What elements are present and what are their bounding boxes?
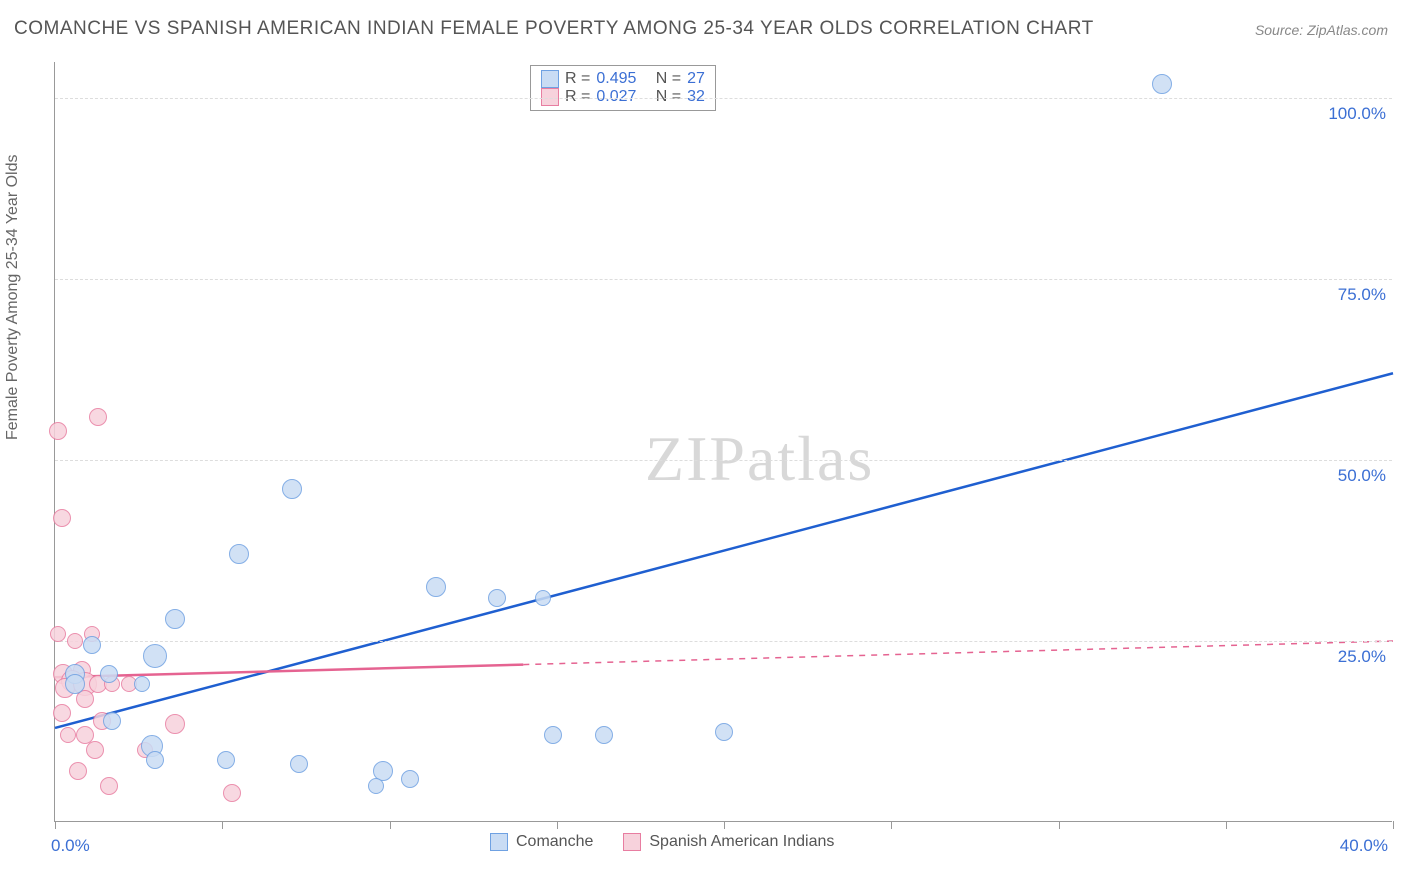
x-tick-label: 40.0% <box>1340 836 1388 856</box>
scatter-point <box>282 479 302 499</box>
legend-n-label: N = <box>642 70 681 88</box>
legend-swatch <box>541 70 559 88</box>
scatter-point <box>143 644 167 668</box>
scatter-point <box>368 778 384 794</box>
gridline <box>55 98 1392 99</box>
scatter-point <box>53 509 71 527</box>
legend-label: Comanche <box>516 833 593 851</box>
x-tick <box>1393 821 1394 829</box>
legend-r-value: 0.495 <box>596 70 636 88</box>
y-tick-label: 25.0% <box>1338 647 1386 667</box>
scatter-point <box>100 777 118 795</box>
legend-r-value: 0.027 <box>596 88 636 106</box>
scatter-point <box>401 770 419 788</box>
scatter-point <box>223 784 241 802</box>
scatter-point <box>69 762 87 780</box>
x-tick <box>390 821 391 829</box>
legend-label: Spanish American Indians <box>649 833 834 851</box>
legend-n-label: N = <box>642 88 681 106</box>
trendline-dashed <box>523 641 1393 665</box>
x-tick-label: 0.0% <box>51 836 90 856</box>
chart-title: COMANCHE VS SPANISH AMERICAN INDIAN FEMA… <box>14 18 1094 40</box>
scatter-point <box>1152 74 1172 94</box>
x-tick <box>891 821 892 829</box>
legend-n-value: 32 <box>687 88 705 106</box>
scatter-point <box>146 751 164 769</box>
scatter-point <box>290 755 308 773</box>
scatter-point <box>544 726 562 744</box>
legend-r-label: R = <box>565 88 590 106</box>
plot-area: ZIPatlas R = 0.495 N = 27R = 0.027 N = 3… <box>54 62 1392 822</box>
scatter-point <box>535 590 551 606</box>
x-tick <box>1059 821 1060 829</box>
scatter-point <box>165 609 185 629</box>
x-tick <box>557 821 558 829</box>
scatter-point <box>426 577 446 597</box>
legend-item: Comanche <box>490 833 593 851</box>
scatter-point <box>100 665 118 683</box>
scatter-point <box>60 727 76 743</box>
legend-swatch <box>623 833 641 851</box>
scatter-point <box>165 714 185 734</box>
legend-swatch <box>490 833 508 851</box>
x-tick <box>222 821 223 829</box>
legend-r-label: R = <box>565 70 590 88</box>
chart-source: Source: ZipAtlas.com <box>1255 22 1388 38</box>
x-tick <box>55 821 56 829</box>
legend-n-value: 27 <box>687 70 705 88</box>
scatter-point <box>217 751 235 769</box>
y-axis-label: Female Poverty Among 25-34 Year Olds <box>4 155 22 441</box>
y-tick-label: 100.0% <box>1328 104 1386 124</box>
y-tick-label: 75.0% <box>1338 285 1386 305</box>
scatter-point <box>488 589 506 607</box>
scatter-point <box>50 626 66 642</box>
legend-stat-row: R = 0.027 N = 32 <box>541 88 705 106</box>
legend-swatch <box>541 88 559 106</box>
x-tick <box>1226 821 1227 829</box>
trend-lines-svg <box>55 62 1392 821</box>
scatter-point <box>83 636 101 654</box>
gridline <box>55 641 1392 642</box>
scatter-point <box>53 704 71 722</box>
x-tick <box>724 821 725 829</box>
scatter-point <box>715 723 733 741</box>
y-tick-label: 50.0% <box>1338 466 1386 486</box>
gridline <box>55 279 1392 280</box>
gridline <box>55 460 1392 461</box>
scatter-point <box>49 422 67 440</box>
scatter-point <box>134 676 150 692</box>
trendline-solid <box>55 373 1393 728</box>
legend-item: Spanish American Indians <box>623 833 834 851</box>
scatter-point <box>86 741 104 759</box>
legend-stats: R = 0.495 N = 27R = 0.027 N = 32 <box>530 65 716 111</box>
scatter-point <box>229 544 249 564</box>
scatter-point <box>67 633 83 649</box>
legend-stat-row: R = 0.495 N = 27 <box>541 70 705 88</box>
scatter-point <box>89 408 107 426</box>
watermark: ZIPatlas <box>645 422 874 496</box>
scatter-point <box>103 712 121 730</box>
legend-series: Comanche Spanish American Indians <box>490 833 834 851</box>
trendline-solid <box>55 665 523 678</box>
scatter-point <box>595 726 613 744</box>
